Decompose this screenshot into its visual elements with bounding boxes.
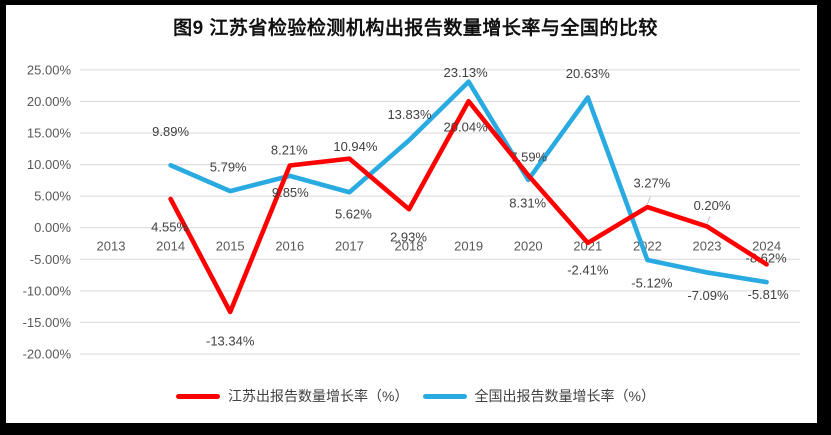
data-label: 3.27% xyxy=(633,176,670,191)
x-tick-label: 2023 xyxy=(693,239,722,254)
y-tick-label: 20.00% xyxy=(27,94,72,109)
data-label: 9.85% xyxy=(272,185,309,200)
frame-border-bottom xyxy=(0,423,831,435)
x-tick-label: 2021 xyxy=(573,239,602,254)
x-tick-label: 2022 xyxy=(633,239,662,254)
data-label: -2.41% xyxy=(567,262,609,277)
frame-border-top xyxy=(0,0,831,5)
y-tick-label: 5.00% xyxy=(34,189,71,204)
x-tick-label: 2014 xyxy=(156,239,185,254)
data-label: 23.13% xyxy=(444,65,489,80)
frame-border-right xyxy=(817,0,831,435)
data-label: -7.09% xyxy=(687,288,729,303)
data-label: 13.83% xyxy=(387,107,432,122)
chart-title: 图9 江苏省检验检测机构出报告数量增长率与全国的比较 xyxy=(173,18,658,39)
national-line-swatch xyxy=(422,393,467,399)
legend-label-national: 全国出报告数量增长率（%） xyxy=(474,388,655,404)
y-tick-label: -5.00% xyxy=(30,252,72,267)
x-tick-label: 2020 xyxy=(514,239,543,254)
label-leader-line xyxy=(646,196,651,205)
x-tick-label: 2017 xyxy=(335,239,364,254)
y-tick-label: 25.00% xyxy=(27,62,72,77)
data-label: -5.81% xyxy=(747,287,789,302)
x-tick-label: 2024 xyxy=(752,239,781,254)
data-label: 8.31% xyxy=(509,196,546,211)
series-line-national xyxy=(168,79,769,285)
y-tick-label: 0.00% xyxy=(34,220,71,235)
frame-border-left xyxy=(0,0,6,435)
x-tick-label: 2013 xyxy=(97,239,126,254)
data-label: 5.62% xyxy=(335,207,372,222)
y-tick-label: -15.00% xyxy=(23,315,72,330)
legend-label-jiangsu: 江苏出报告数量增长率（%） xyxy=(228,388,409,404)
data-label: 9.89% xyxy=(152,124,189,139)
x-tick-label: 2018 xyxy=(395,239,424,254)
x-tick-label: 2016 xyxy=(275,239,304,254)
data-label: 5.79% xyxy=(210,160,247,175)
data-label: 0.20% xyxy=(694,198,731,213)
data-label: 20.63% xyxy=(566,66,611,81)
legend-item-national: 全国出报告数量增长率（%） xyxy=(422,386,655,406)
chart-legend: 江苏出报告数量增长率（%） 全国出报告数量增长率（%） xyxy=(0,386,831,406)
y-tick-label: -20.00% xyxy=(23,346,72,361)
y-tick-label: 10.00% xyxy=(27,157,72,172)
data-label: 2.93% xyxy=(390,230,427,245)
data-label: -8.62% xyxy=(745,251,787,266)
data-label: -13.34% xyxy=(206,333,255,348)
label-leader-line xyxy=(706,216,711,224)
y-tick-label: -10.00% xyxy=(23,283,72,298)
x-tick-label: 2019 xyxy=(454,239,483,254)
x-tick-label: 2015 xyxy=(216,239,245,254)
data-label: -5.12% xyxy=(631,276,673,291)
data-label: 10.94% xyxy=(333,139,378,154)
jiangsu-line-swatch xyxy=(176,393,221,399)
legend-item-jiangsu: 江苏出报告数量增长率（%） xyxy=(176,386,409,406)
data-label: 20.04% xyxy=(444,120,489,135)
series-line-jiangsu xyxy=(168,98,769,315)
y-tick-label: 15.00% xyxy=(27,126,72,141)
data-label: 8.21% xyxy=(271,142,308,157)
data-label: 7.59% xyxy=(510,149,547,164)
data-label: 4.55% xyxy=(151,219,188,234)
